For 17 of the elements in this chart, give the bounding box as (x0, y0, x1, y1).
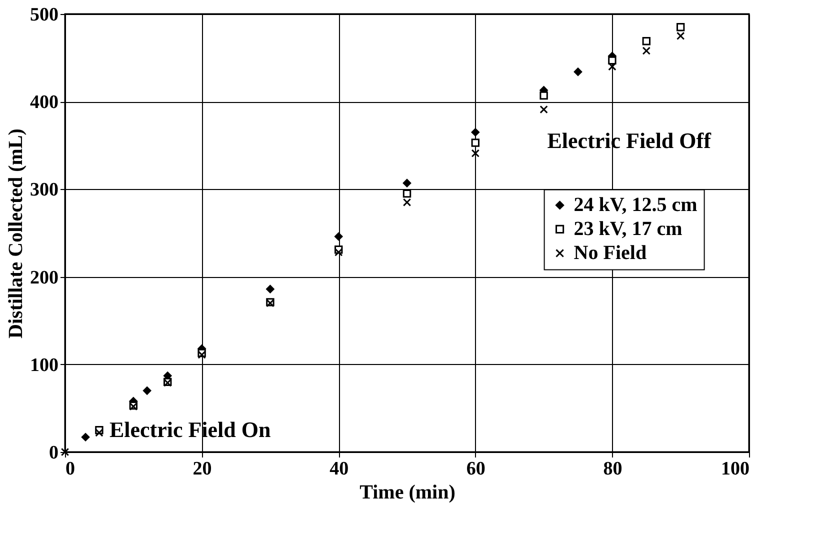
x-tick-label: 60 (466, 458, 486, 480)
y-tick-label: 200 (30, 267, 58, 288)
x-axis-title: Time (min) (360, 482, 456, 504)
x-tick-label: 40 (330, 458, 349, 480)
y-tick-label: 400 (30, 92, 58, 114)
legend-label: No Field (574, 242, 647, 264)
legend-label: 23 kV, 17 cm (574, 218, 683, 240)
legend-label: 24 kV, 12.5 cm (574, 194, 698, 216)
y-tick-label: 500 (30, 4, 58, 26)
y-tick-label: 100 (30, 354, 58, 376)
x-tick-label: 80 (603, 458, 622, 480)
y-tick-label: 300 (30, 180, 58, 201)
y-axis-title: Distillate Collected (mL) (5, 128, 27, 338)
x-tick-label: 20 (192, 458, 212, 480)
x-tick-label: 0 (66, 458, 75, 480)
x-tick-label: 100 (721, 458, 750, 480)
y-tick-label: 0 (49, 442, 58, 464)
